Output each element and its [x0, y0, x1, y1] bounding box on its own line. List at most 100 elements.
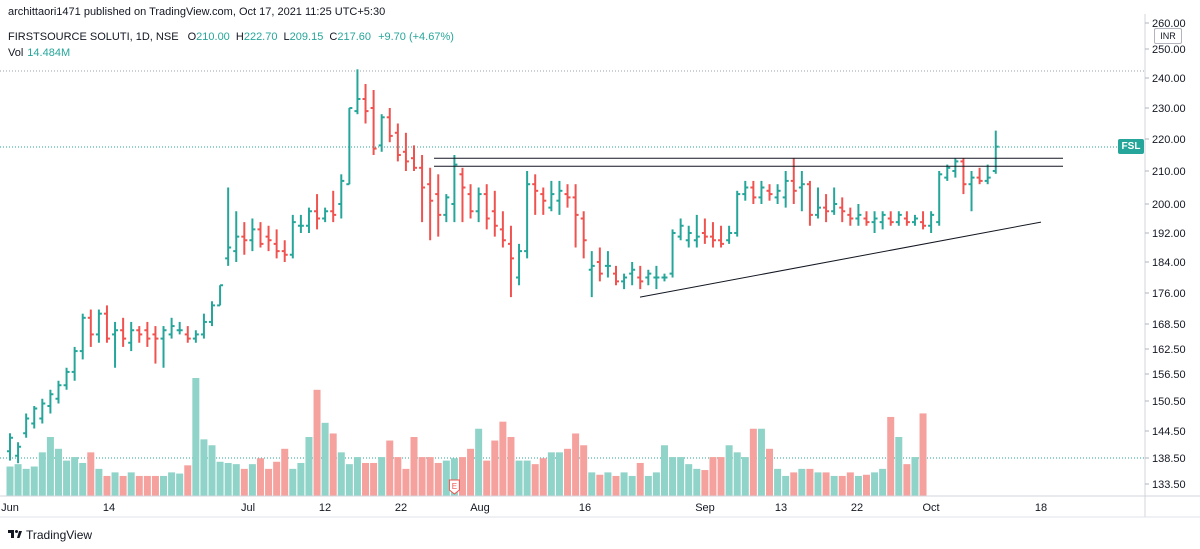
volume-bar	[111, 472, 119, 496]
price-tick-label: 176.00	[1152, 288, 1186, 300]
ohlc-bar	[79, 313, 86, 360]
volume-bar	[677, 457, 685, 496]
footer-brand[interactable]: TradingView	[26, 528, 93, 542]
ohlc-bar	[968, 171, 975, 212]
volume-bar	[814, 472, 822, 496]
ohlc-bar	[718, 225, 725, 248]
time-tick-label: 13	[775, 502, 787, 514]
volume-bar	[248, 464, 256, 496]
ascending-support-line[interactable]	[639, 221, 1042, 298]
ohlc-bar	[233, 211, 240, 262]
ohlc-bar	[241, 222, 248, 255]
time-tick-label: 18	[1035, 502, 1047, 514]
volume-bar	[515, 460, 523, 496]
volume-bar	[636, 462, 644, 496]
earnings-marker-icon[interactable]: E	[448, 479, 460, 495]
volume-bar	[273, 461, 281, 496]
ohlc-bar	[87, 309, 94, 347]
ohlc-bar	[758, 180, 765, 204]
volume-bar	[531, 464, 539, 496]
volume-bar	[539, 458, 547, 496]
ohlc-bar	[726, 225, 733, 244]
volume-bar	[394, 457, 402, 496]
ohlc-bar	[903, 211, 910, 226]
ohlc-bar	[774, 184, 781, 204]
ohlc-bar	[71, 346, 78, 381]
time-tick-label: 22	[395, 502, 407, 514]
volume-bar	[151, 475, 159, 496]
volume-value: 14.484M	[27, 47, 71, 59]
ohlc-bar	[354, 69, 361, 115]
volume-bar	[895, 437, 903, 496]
price-tick-label: 250.00	[1152, 44, 1186, 56]
ohlc-bar	[669, 229, 676, 278]
ohlc-bar	[992, 130, 999, 174]
ohlc-bar	[879, 211, 886, 230]
ohlc-bar	[524, 171, 531, 259]
volume-bar	[652, 472, 660, 496]
ohlc-bar	[63, 367, 70, 390]
volume-bar	[46, 437, 54, 496]
volume-bar	[71, 457, 79, 496]
publisher-line: archittaori1471 published on TradingView…	[8, 6, 386, 18]
volume-bar	[766, 448, 774, 496]
ohlc-bar	[588, 251, 595, 298]
volume-bar	[63, 460, 71, 496]
price-tick-label: 260.00	[1152, 18, 1186, 30]
volume-bar	[798, 468, 806, 496]
volume-bar	[596, 474, 604, 496]
ohlc-bar	[427, 167, 434, 241]
price-tick-label: 144.50	[1152, 426, 1186, 438]
ohlc-bar	[895, 211, 902, 226]
ohlc-bar	[944, 164, 951, 181]
ohlc-bar	[200, 313, 207, 339]
ohlc-bar	[613, 265, 619, 286]
volume-bar	[628, 475, 636, 496]
ohlc-bar	[976, 167, 983, 185]
tradingview-logo-icon[interactable]	[8, 528, 22, 540]
volume-bar	[87, 452, 95, 496]
ohlc-legend-row: FIRSTSOURCE SOLUTI, 1D, NSE O210.00 H222…	[8, 29, 454, 45]
price-tick-label: 133.50	[1152, 479, 1186, 491]
volume-label[interactable]: Vol	[8, 47, 24, 59]
volume-bar	[200, 439, 208, 496]
ohlc-bar	[629, 262, 636, 286]
ohlc-bars	[7, 69, 999, 464]
price-tick-label: 150.50	[1152, 396, 1186, 408]
ohlc-bar	[39, 398, 46, 424]
volume-bar	[523, 460, 531, 496]
ohlc-bar	[435, 174, 442, 237]
volume-bar	[475, 428, 483, 496]
ohlc-bar	[709, 222, 716, 248]
volume-bar	[467, 448, 475, 496]
volume-bar	[887, 416, 895, 496]
volume-bar	[281, 448, 289, 496]
ohlc-bar	[516, 243, 523, 286]
trend-drawings[interactable]	[434, 157, 1063, 298]
symbol-name[interactable]: FIRSTSOURCE SOLUTI, 1D, NSE	[8, 31, 179, 43]
ohlc-bar	[750, 180, 757, 204]
volume-bar	[79, 462, 87, 496]
volume-bar	[22, 468, 30, 496]
ohlc-bar	[95, 309, 102, 343]
price-axis[interactable]: 260.00 250.00 240.00 230.00 220.00 210.00 200.…	[1144, 14, 1186, 517]
time-axis[interactable]: Jun 14 Jul 12 22 Aug 16 Sep 13 22 Oct 18	[0, 495, 1200, 518]
currency-badge[interactable]: INR	[1154, 28, 1182, 44]
volume-bar	[790, 472, 798, 496]
ohlc-bar	[289, 214, 296, 259]
ohlc-bar	[15, 442, 22, 464]
volume-bar	[774, 468, 782, 496]
price-tick-label: 220.00	[1152, 134, 1186, 146]
volume-bar	[733, 452, 741, 496]
volume-bar	[709, 457, 717, 496]
volume-bar	[103, 475, 111, 496]
ohlc-bar	[346, 107, 353, 186]
volume-bar	[119, 475, 127, 496]
volume-bar	[701, 470, 709, 496]
volume-bar	[337, 452, 345, 496]
ohlc-bar	[370, 90, 377, 155]
price-tick-label: 162.50	[1152, 344, 1186, 356]
volume-legend-row: Vol 14.484M	[8, 45, 454, 61]
ohlc-bar	[685, 225, 692, 248]
